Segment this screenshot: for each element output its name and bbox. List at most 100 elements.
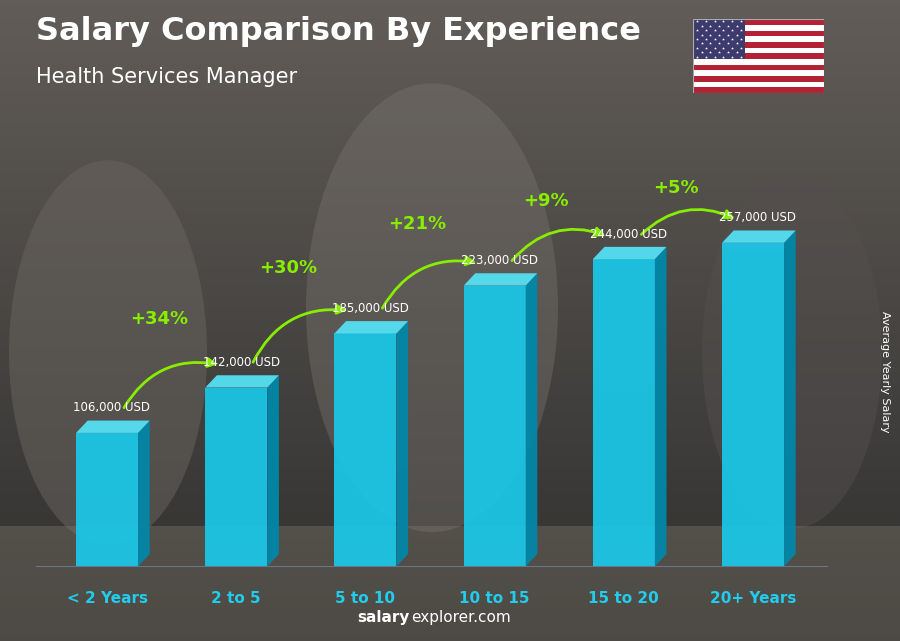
Bar bbox=[0, 32, 900, 38]
Bar bbox=[0, 519, 900, 526]
Bar bbox=[693, 53, 824, 59]
Polygon shape bbox=[335, 321, 408, 333]
Polygon shape bbox=[784, 231, 796, 567]
Bar bbox=[205, 388, 267, 567]
Bar bbox=[0, 288, 900, 295]
Polygon shape bbox=[205, 375, 279, 388]
FancyArrowPatch shape bbox=[512, 228, 603, 261]
Bar bbox=[0, 538, 900, 545]
Bar bbox=[0, 218, 900, 224]
Bar bbox=[0, 468, 900, 474]
Bar bbox=[335, 333, 397, 567]
Bar bbox=[0, 462, 900, 468]
Text: 257,000 USD: 257,000 USD bbox=[719, 211, 796, 224]
Bar bbox=[0, 583, 900, 590]
Bar bbox=[0, 314, 900, 320]
FancyArrowPatch shape bbox=[253, 306, 344, 362]
Bar bbox=[0, 269, 900, 276]
FancyArrowPatch shape bbox=[124, 359, 215, 408]
Bar bbox=[0, 308, 900, 314]
Bar bbox=[0, 77, 900, 83]
Text: +21%: +21% bbox=[388, 215, 446, 233]
Bar bbox=[0, 615, 900, 622]
Bar bbox=[0, 404, 900, 410]
Polygon shape bbox=[138, 420, 149, 567]
Bar bbox=[0, 199, 900, 205]
Text: 106,000 USD: 106,000 USD bbox=[74, 401, 150, 414]
Bar bbox=[0, 449, 900, 455]
Bar bbox=[0, 455, 900, 462]
Bar bbox=[0, 256, 900, 263]
Bar bbox=[0, 436, 900, 442]
Bar bbox=[0, 64, 900, 71]
Bar bbox=[0, 0, 900, 6]
Bar bbox=[0, 481, 900, 487]
FancyArrowPatch shape bbox=[642, 210, 733, 235]
Bar bbox=[0, 417, 900, 423]
Bar bbox=[0, 237, 900, 244]
Bar bbox=[0, 474, 900, 481]
Bar bbox=[693, 65, 824, 71]
Bar bbox=[0, 513, 900, 519]
Bar bbox=[0, 205, 900, 212]
Bar bbox=[0, 26, 900, 32]
Bar bbox=[0, 526, 900, 641]
Bar bbox=[0, 429, 900, 436]
Bar bbox=[0, 628, 900, 635]
Bar bbox=[0, 372, 900, 378]
Text: +30%: +30% bbox=[259, 259, 317, 277]
Ellipse shape bbox=[702, 176, 882, 529]
Bar bbox=[0, 500, 900, 506]
Bar bbox=[0, 160, 900, 167]
Bar bbox=[0, 333, 900, 340]
Bar bbox=[0, 564, 900, 570]
Ellipse shape bbox=[306, 83, 558, 532]
Bar bbox=[0, 83, 900, 90]
Bar bbox=[0, 19, 900, 26]
Bar bbox=[0, 147, 900, 154]
Bar bbox=[0, 115, 900, 122]
Bar bbox=[0, 609, 900, 615]
Bar bbox=[0, 282, 900, 288]
Text: +5%: +5% bbox=[652, 179, 698, 197]
Text: +9%: +9% bbox=[524, 192, 569, 210]
Bar bbox=[0, 192, 900, 199]
Bar bbox=[0, 442, 900, 449]
Bar bbox=[693, 19, 824, 25]
Bar bbox=[464, 286, 526, 567]
Bar bbox=[0, 250, 900, 256]
Bar bbox=[0, 327, 900, 333]
Bar bbox=[722, 243, 784, 567]
Polygon shape bbox=[464, 273, 537, 286]
Bar bbox=[0, 71, 900, 77]
Bar bbox=[0, 532, 900, 538]
Bar bbox=[0, 179, 900, 186]
Polygon shape bbox=[526, 273, 537, 567]
Bar bbox=[0, 51, 900, 58]
Bar bbox=[0, 6, 900, 13]
Bar bbox=[0, 13, 900, 19]
Bar bbox=[0, 96, 900, 103]
Bar bbox=[0, 359, 900, 365]
Bar bbox=[0, 570, 900, 577]
Bar bbox=[0, 109, 900, 115]
Bar bbox=[0, 128, 900, 135]
Bar bbox=[693, 42, 824, 47]
Bar bbox=[0, 186, 900, 192]
Bar bbox=[693, 37, 824, 42]
Bar bbox=[0, 365, 900, 372]
Bar bbox=[0, 90, 900, 96]
Bar bbox=[0, 212, 900, 218]
Bar bbox=[0, 301, 900, 308]
Text: explorer.com: explorer.com bbox=[411, 610, 511, 625]
Bar bbox=[0, 340, 900, 346]
Text: salary: salary bbox=[357, 610, 410, 625]
Text: Average Yearly Salary: Average Yearly Salary bbox=[880, 311, 890, 433]
Bar bbox=[0, 353, 900, 359]
Bar bbox=[0, 603, 900, 609]
Bar bbox=[0, 423, 900, 429]
Bar bbox=[693, 47, 824, 53]
Bar bbox=[0, 551, 900, 558]
Bar bbox=[0, 295, 900, 301]
Bar bbox=[0, 558, 900, 564]
